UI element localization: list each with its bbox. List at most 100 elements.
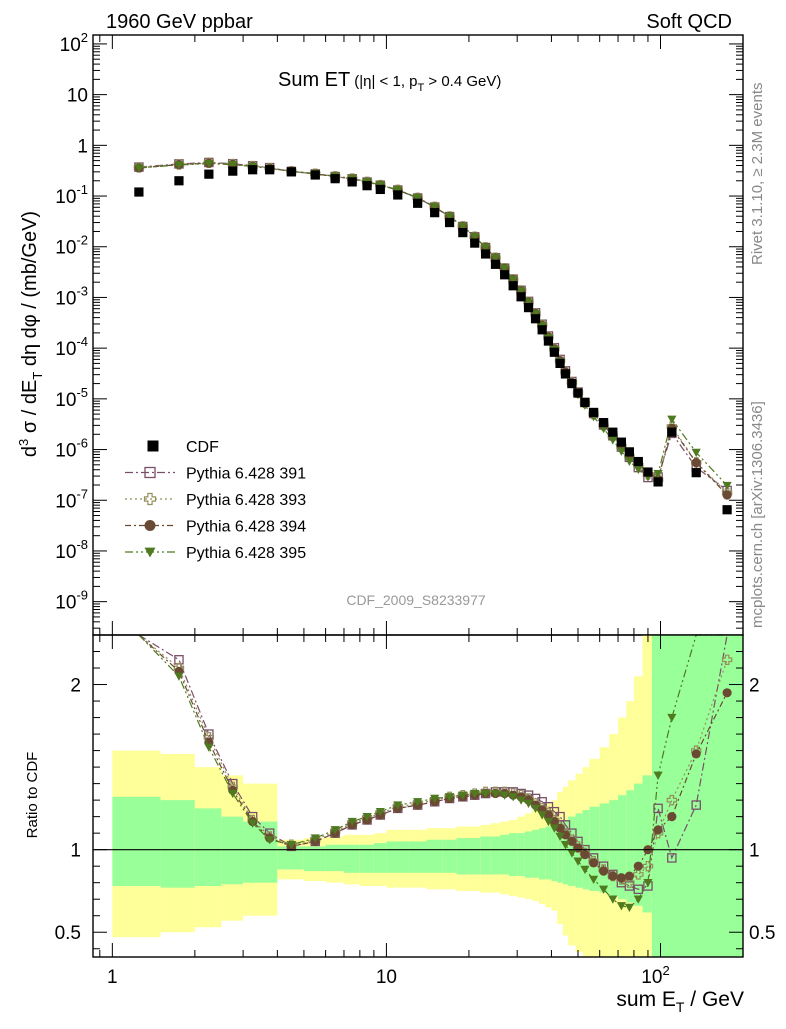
main-ytick-label-0: 10-9 bbox=[55, 588, 88, 614]
band-inner-21 bbox=[517, 833, 525, 877]
ratio-point-4-34 bbox=[598, 885, 609, 894]
cdf-point-3 bbox=[228, 166, 238, 176]
ratio-point-4-3 bbox=[228, 789, 238, 799]
main-point-4-19 bbox=[490, 254, 501, 263]
ratio-point-4-8 bbox=[330, 826, 340, 835]
ratio-point-4-11 bbox=[375, 808, 385, 817]
ratio-point-3-35 bbox=[608, 871, 618, 881]
cdf-point-21 bbox=[508, 281, 518, 291]
cdf-point-9 bbox=[347, 177, 357, 187]
band-inner-24 bbox=[538, 828, 546, 880]
energy-label: 1960 GeV ppbar bbox=[106, 11, 253, 33]
ratio-uncertainty-bands bbox=[112, 635, 743, 957]
band-inner-15 bbox=[456, 838, 469, 875]
main-point-4-13 bbox=[413, 193, 423, 203]
main-point-4-42 bbox=[691, 448, 701, 458]
ratio-point-1-1 bbox=[174, 655, 184, 665]
main-point-4-22 bbox=[516, 287, 526, 296]
ratio-point-4-35 bbox=[608, 895, 618, 904]
cdf-point-6 bbox=[286, 167, 296, 177]
ratio-point-3-26 bbox=[543, 810, 554, 820]
main-point-4-21 bbox=[508, 275, 518, 285]
main-series-layer bbox=[133, 157, 733, 515]
cdf-point-22 bbox=[516, 292, 526, 302]
cdf-point-5 bbox=[265, 165, 275, 175]
ratio-point-3-34 bbox=[598, 866, 609, 876]
band-inner-16 bbox=[468, 838, 481, 875]
main-point-4-1 bbox=[174, 161, 184, 170]
main-point-4-15 bbox=[444, 212, 455, 222]
main-point-4-36 bbox=[616, 447, 626, 456]
ratio-point-3-43 bbox=[722, 688, 732, 698]
cdf-point-41 bbox=[667, 427, 677, 437]
ratio-point-4-30 bbox=[567, 849, 577, 858]
cdf-point-29 bbox=[560, 369, 571, 379]
legend-entry-1: Pythia 6.428 391 bbox=[125, 466, 306, 483]
band-inner-5 bbox=[277, 846, 304, 870]
band-inner-12 bbox=[408, 841, 427, 873]
cdf-point-15 bbox=[444, 217, 455, 228]
ratio-series-4 bbox=[138, 634, 728, 913]
ratio-point-3-41 bbox=[667, 812, 677, 822]
band-inner-13 bbox=[426, 839, 443, 873]
band-inner-22 bbox=[524, 831, 533, 878]
ratio-ytick-label-left-0: 0.5 bbox=[55, 923, 81, 944]
cdf-point-0 bbox=[134, 187, 144, 197]
band-inner-0 bbox=[112, 796, 161, 886]
cdf-point-37 bbox=[624, 447, 634, 457]
ratio-point-3-38 bbox=[633, 861, 643, 871]
ratio-ytick-label-right-1: 1 bbox=[749, 841, 760, 862]
cdf-point-36 bbox=[616, 437, 626, 447]
ratio-point-3-37 bbox=[624, 871, 634, 881]
ratio-point-2-41 bbox=[666, 794, 678, 806]
legend-marker-3 bbox=[144, 520, 156, 531]
ratio-point-4-4 bbox=[248, 819, 258, 828]
cdf-point-7 bbox=[310, 170, 320, 180]
cdf-point-2 bbox=[204, 169, 214, 179]
band-inner-38 bbox=[642, 775, 652, 913]
band-inner-18 bbox=[490, 836, 501, 875]
main-point-4-12 bbox=[393, 186, 403, 195]
ratio-point-4-14 bbox=[430, 794, 440, 804]
ratio-point-3-40 bbox=[653, 825, 663, 835]
main-point-4-20 bbox=[500, 264, 510, 274]
ratio-point-1-42 bbox=[691, 800, 701, 810]
ratio-point-4-18 bbox=[480, 789, 491, 799]
analysis-id: CDF_2009_S8233977 bbox=[346, 592, 486, 608]
ratio-point-4-16 bbox=[458, 791, 468, 800]
main-ylabel: d3 σ / dET dη dφ / (mb/GeV) bbox=[16, 211, 45, 457]
main-point-4-17 bbox=[470, 232, 480, 242]
ratio-point-1-40 bbox=[653, 803, 663, 814]
main-point-4-2 bbox=[204, 159, 214, 169]
cdf-point-35 bbox=[608, 427, 618, 437]
band-inner-7 bbox=[325, 844, 344, 872]
main-ytick-label-9: 1 bbox=[77, 136, 88, 157]
ratio-point-4-20 bbox=[500, 791, 510, 800]
plot-title: Sum ET (|η| < 1, pT > 0.4 GeV) bbox=[278, 69, 501, 94]
cdf-point-8 bbox=[330, 174, 340, 184]
ratio-point-4-39 bbox=[643, 879, 653, 888]
cdf-point-24 bbox=[530, 314, 541, 324]
band-inner-20 bbox=[508, 833, 518, 877]
ratio-point-4-2 bbox=[204, 743, 214, 752]
ratio-point-4-10 bbox=[362, 812, 372, 822]
band-inner-9 bbox=[359, 844, 374, 873]
main-point-4-35 bbox=[608, 436, 618, 445]
band-inner-6 bbox=[303, 846, 326, 872]
ratio-point-3-36 bbox=[616, 873, 626, 883]
band-inner-3 bbox=[221, 816, 244, 885]
cdf-point-1 bbox=[174, 176, 184, 186]
legend-label-2: Pythia 6.428 393 bbox=[186, 492, 306, 509]
band-inner-19 bbox=[500, 834, 509, 875]
cdf-point-20 bbox=[500, 270, 510, 280]
cdf-point-10 bbox=[362, 181, 372, 191]
main-point-4-40 bbox=[653, 470, 663, 479]
main-point-4-23 bbox=[523, 298, 534, 307]
band-inner-23 bbox=[532, 829, 539, 878]
main-point-4-41 bbox=[667, 415, 677, 424]
xtick-label-0: 1 bbox=[107, 967, 118, 988]
ratio-point-4-25 bbox=[537, 811, 547, 820]
legend-marker-1 bbox=[144, 466, 156, 479]
legend-entry-0: CDF bbox=[147, 439, 219, 456]
ratio-point-2-43 bbox=[721, 654, 733, 665]
